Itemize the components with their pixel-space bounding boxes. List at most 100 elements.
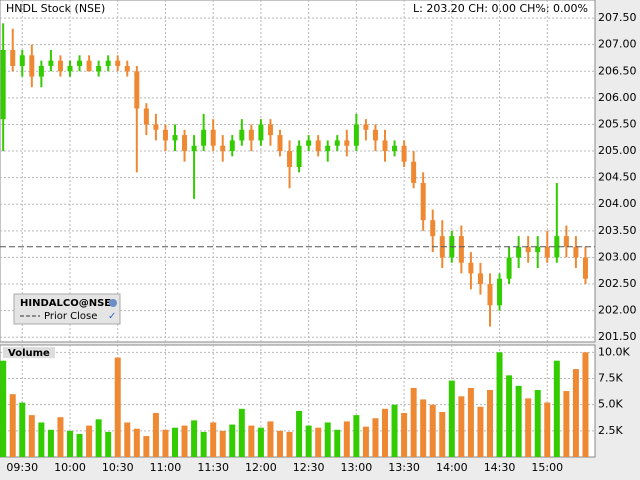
x-tick-label: 12:30 <box>293 461 325 474</box>
volume-bar <box>181 425 188 457</box>
price-body <box>554 236 560 258</box>
price-body <box>296 145 302 168</box>
volume-bar <box>86 425 93 457</box>
y-tick-label: 5.0K <box>598 398 623 411</box>
volume-bar <box>133 428 140 457</box>
legend-symbol: HINDALCO@NSE <box>20 298 111 309</box>
price-body <box>229 140 235 152</box>
price-body <box>96 65 102 72</box>
volume-title: Volume <box>8 348 50 359</box>
y-tick-label: 10.0K <box>598 345 630 358</box>
price-body <box>86 60 92 72</box>
y-tick-label: 202.00 <box>598 304 637 317</box>
price-body <box>563 236 569 247</box>
legend-icon[interactable] <box>109 299 117 307</box>
price-body <box>344 140 350 146</box>
price-body <box>392 145 398 152</box>
volume-bar <box>47 429 54 457</box>
price-body <box>544 246 550 258</box>
volume-bar <box>76 433 83 457</box>
legend-reference: Prior Close <box>44 311 97 322</box>
volume-bar <box>429 404 436 457</box>
volume-bar <box>420 399 427 457</box>
volume-bar <box>305 425 312 457</box>
volume-bar <box>38 422 45 457</box>
y-tick-label: 206.50 <box>598 64 637 77</box>
volume-bar <box>67 430 73 457</box>
price-body <box>19 55 25 66</box>
volume-bar <box>439 411 446 457</box>
y-tick-label: 205.00 <box>598 144 637 157</box>
price-body <box>468 262 474 274</box>
price-body <box>172 135 178 141</box>
volume-bar <box>114 357 121 457</box>
price-body <box>191 145 197 152</box>
volume-bar <box>515 385 522 457</box>
price-body <box>201 129 207 146</box>
price-body <box>124 65 130 72</box>
price-body <box>77 60 83 66</box>
volume-bar <box>210 422 217 457</box>
y-tick-label: 203.00 <box>598 250 637 263</box>
volume-bar <box>238 408 245 457</box>
price-body <box>497 278 503 306</box>
volume-label-bg <box>3 347 55 358</box>
volume-bar <box>448 380 455 457</box>
price-body <box>220 145 226 152</box>
price-body <box>372 129 378 141</box>
price-body <box>535 246 541 253</box>
volume-bar <box>191 420 198 457</box>
price-body <box>38 65 44 77</box>
volume-bar <box>267 421 274 457</box>
price-body <box>267 124 273 136</box>
volume-bar <box>458 396 465 457</box>
volume-bar <box>324 422 331 457</box>
price-body <box>29 55 35 77</box>
volume-bar <box>219 430 226 457</box>
volume-bar <box>334 429 341 457</box>
price-body <box>506 257 512 279</box>
price-body <box>67 65 73 72</box>
y-tick-label: 207.00 <box>598 38 637 51</box>
price-body <box>248 129 254 141</box>
x-tick-label: 13:30 <box>388 461 420 474</box>
volume-bar <box>410 387 417 457</box>
volume-bar <box>477 406 484 457</box>
volume-bar <box>286 431 293 457</box>
y-tick-label: 2.5K <box>598 424 623 437</box>
price-body <box>582 257 588 279</box>
price-body <box>105 60 111 66</box>
x-tick-label: 09:30 <box>6 461 38 474</box>
volume-bar <box>143 436 150 457</box>
price-body <box>153 124 159 130</box>
volume-bar <box>563 391 570 457</box>
x-tick-label: 12:00 <box>245 461 277 474</box>
legend-check[interactable]: ✓ <box>108 311 116 322</box>
price-body <box>420 182 426 221</box>
price-body <box>325 145 331 152</box>
volume-bar <box>353 415 360 457</box>
price-body <box>458 236 464 263</box>
price-panel <box>0 0 596 343</box>
y-tick-label: 204.50 <box>598 171 637 184</box>
price-body <box>287 151 293 168</box>
y-tick-label: 205.50 <box>598 117 637 130</box>
price-body <box>239 129 245 141</box>
price-body <box>516 246 522 258</box>
price-body <box>353 124 359 146</box>
volume-bar <box>467 387 474 457</box>
volume-bar <box>343 421 350 457</box>
price-body <box>382 140 388 152</box>
volume-bar <box>362 426 369 457</box>
price-body <box>10 49 16 66</box>
volume-bar <box>57 417 64 457</box>
volume-bar <box>162 429 169 457</box>
volume-bar <box>496 352 503 457</box>
y-tick-label: 204.00 <box>598 197 637 210</box>
y-tick-label: 7.5K <box>598 371 623 384</box>
price-body <box>57 60 63 72</box>
volume-bar <box>257 427 264 457</box>
price-body <box>315 140 321 152</box>
price-body <box>115 60 121 66</box>
